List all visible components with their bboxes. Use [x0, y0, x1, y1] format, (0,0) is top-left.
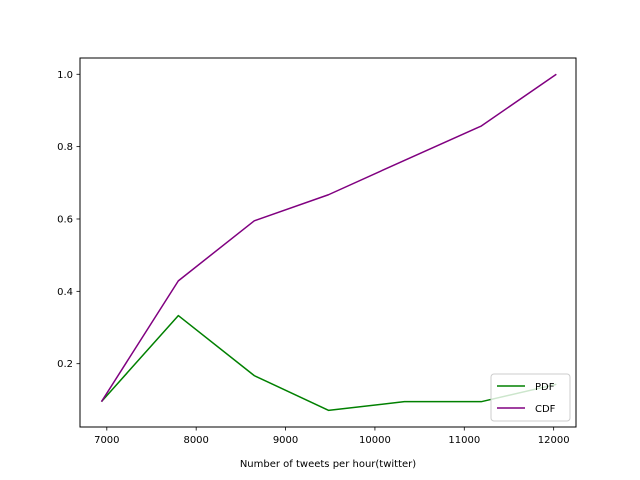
x-axis: 7000 8000 9000 10000 11000 12000: [94, 427, 570, 446]
legend: PDF CDF: [490, 373, 571, 422]
y-tick-label: 0.6: [57, 214, 73, 225]
axes-frame: [79, 57, 577, 428]
x-axis-label: Number of tweets per hour(twitter): [240, 459, 416, 470]
x-tick-label: 12000: [538, 435, 570, 446]
y-tick-label: 0.4: [57, 287, 73, 298]
y-tick-label: 1.0: [57, 70, 73, 81]
plot-area: [100, 73, 557, 412]
y-tick-label: 0.8: [57, 142, 73, 153]
x-tick-label: 9000: [273, 435, 298, 446]
series-line-pdf: [100, 314, 557, 412]
legend-box: [490, 373, 571, 422]
x-tick-label: 7000: [94, 435, 119, 446]
series-line-cdf: [100, 73, 557, 403]
x-tick-label: 10000: [359, 435, 391, 446]
y-axis: 0.2 0.4 0.6 0.8 1.0: [57, 70, 80, 370]
legend-label-pdf: PDF: [535, 382, 555, 393]
x-tick-label: 11000: [448, 435, 480, 446]
y-tick-label: 0.2: [57, 359, 73, 370]
x-tick-label: 8000: [183, 435, 208, 446]
legend-label-cdf: CDF: [535, 404, 556, 415]
